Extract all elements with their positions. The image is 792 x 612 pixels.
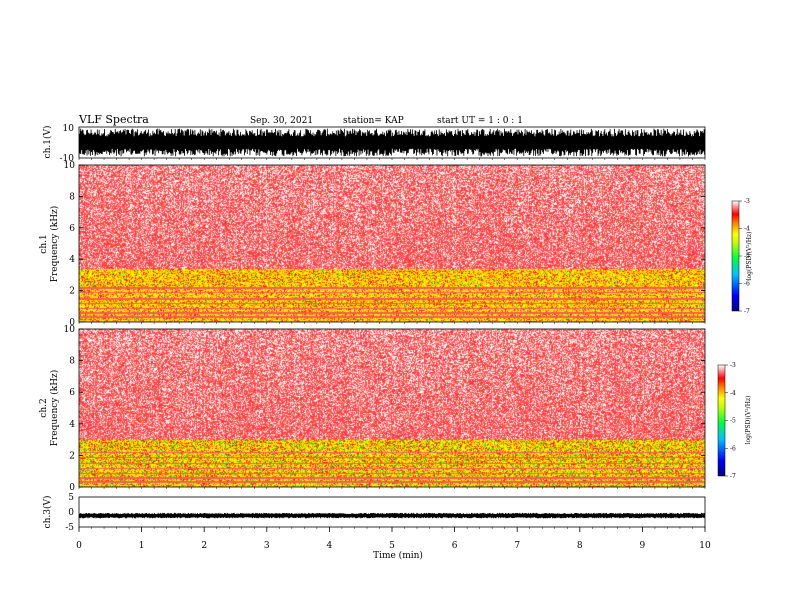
colorbar-tick-label: -6 bbox=[744, 281, 750, 288]
ch1-signal-line bbox=[79, 128, 705, 157]
colorbar-tick-label: -3 bbox=[744, 198, 750, 205]
y-tick-label: 4 bbox=[69, 420, 75, 430]
ch2-colorbar-ticks: -3 -4 -5 -6 -7 bbox=[725, 362, 736, 480]
y-tick-label: 8 bbox=[69, 357, 75, 367]
y-tick-label: 2 bbox=[69, 451, 75, 461]
x-tick-label: 7 bbox=[514, 541, 520, 551]
ch1-spectrogram-ylabel: Frequency (kHz) bbox=[49, 206, 60, 283]
ch1-waveform-trace bbox=[79, 128, 705, 157]
x-axis-ticks: 0 1 2 3 4 5 6 7 8 9 10 bbox=[76, 158, 711, 551]
x-tick-label: 1 bbox=[139, 541, 145, 551]
colorbar-tick-label: -7 bbox=[744, 308, 750, 315]
figure-title: VLF Spectra bbox=[78, 113, 149, 126]
y-tick-label: 0 bbox=[69, 483, 75, 493]
date-label: Sep. 30, 2021 bbox=[250, 116, 313, 126]
colorbar-tick-label: -5 bbox=[744, 253, 750, 260]
ch3-ytick-bottom: -5 bbox=[65, 523, 74, 533]
ch2-spectrogram-ylabel: Frequency (kHz) bbox=[49, 370, 60, 447]
ch2-spectrogram-image bbox=[79, 329, 705, 487]
ch1-ytick-top: 10 bbox=[63, 124, 75, 134]
y-tick-label: 4 bbox=[69, 255, 75, 265]
ch3-waveform-frame bbox=[78, 496, 706, 528]
ch2-colorbar-label: log(PSD)(V²/Hz) bbox=[745, 396, 752, 445]
y-tick-label: 8 bbox=[69, 192, 75, 202]
x-tick-label: 4 bbox=[327, 541, 333, 551]
y-tick-label: 0 bbox=[69, 318, 75, 328]
colorbar-tick-label: -4 bbox=[744, 226, 750, 233]
ch2-spectrogram-ylabel-channel: ch.2 bbox=[39, 398, 49, 417]
colorbar-tick-label: -7 bbox=[730, 473, 736, 480]
ch2-colorbar bbox=[717, 364, 726, 477]
station-label: station= KAP bbox=[343, 116, 404, 126]
y-tick-label: 6 bbox=[69, 388, 75, 398]
ch2-spectrogram-yticks: 0 2 4 6 8 10 bbox=[64, 325, 705, 493]
ch1-waveform-ylabel: ch.1(V) bbox=[42, 126, 53, 159]
ch1-spectrogram-ylabel-channel: ch.1 bbox=[39, 234, 49, 253]
colorbar-tick-label: -5 bbox=[730, 418, 736, 425]
y-tick-label: 6 bbox=[69, 224, 75, 234]
x-tick-label: 8 bbox=[577, 541, 583, 551]
y-tick-label: 10 bbox=[64, 325, 76, 335]
x-axis-label: Time (min) bbox=[373, 550, 423, 561]
ch3-ytick-mid: 0 bbox=[68, 508, 74, 518]
ch1-spectrogram-image bbox=[79, 165, 705, 322]
ch3-signal-line bbox=[79, 512, 705, 519]
x-tick-label: 6 bbox=[452, 541, 458, 551]
ch1-colorbar-label: log(PSD)(V²/Hz) bbox=[746, 232, 753, 281]
y-tick-label: 2 bbox=[69, 287, 75, 297]
x-tick-label: 10 bbox=[699, 541, 711, 551]
colorbar-tick-label: -4 bbox=[730, 390, 736, 397]
ch1-ytick-bottom: -10 bbox=[60, 154, 75, 164]
ch3-waveform-ylabel: ch.3(V) bbox=[42, 496, 53, 529]
x-tick-label: 3 bbox=[264, 541, 270, 551]
x-tick-label: 2 bbox=[201, 541, 207, 551]
y-tick-label: 10 bbox=[64, 161, 76, 171]
colorbar-tick-label: -6 bbox=[730, 445, 736, 452]
ch1-spectrogram-yticks: 0 2 4 6 8 10 bbox=[64, 161, 705, 328]
x-tick-label: 5 bbox=[389, 541, 395, 551]
ch1-colorbar bbox=[731, 200, 740, 312]
ch1-colorbar-ticks: -3 -4 -5 -6 -7 bbox=[739, 198, 750, 315]
colorbar-tick-label: -3 bbox=[730, 362, 736, 369]
x-tick-label: 0 bbox=[76, 541, 82, 551]
start-time-label: start UT = 1 : 0 : 1 bbox=[437, 116, 523, 126]
ch3-ytick-top: 5 bbox=[68, 493, 74, 503]
x-tick-label: 9 bbox=[640, 541, 646, 551]
ch3-waveform-trace bbox=[79, 512, 705, 519]
